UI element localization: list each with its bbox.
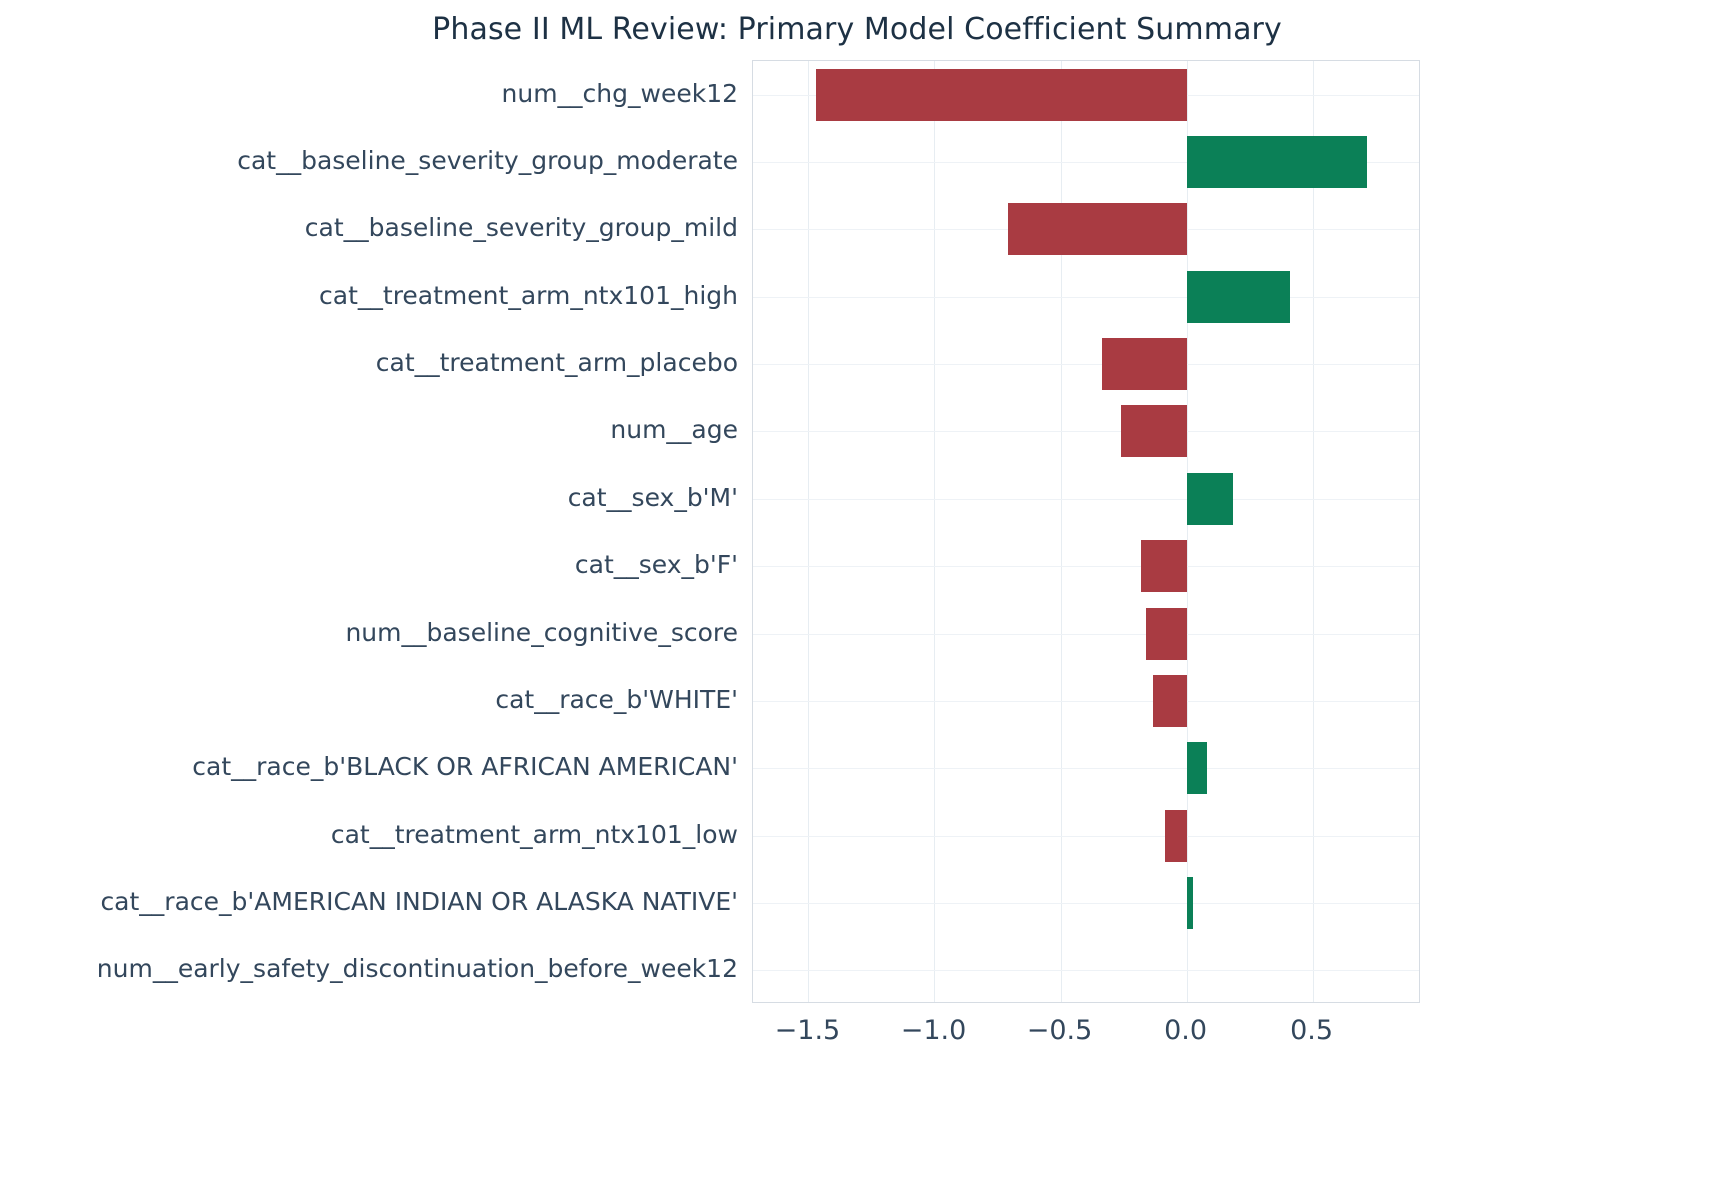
y-tick-label: cat__race_b'WHITE' [495, 684, 738, 714]
bar [1165, 809, 1187, 862]
bar-series [753, 61, 1419, 1002]
bar [1121, 405, 1187, 458]
y-tick-label: num__age [610, 415, 738, 445]
y-gridline [753, 835, 1419, 837]
bar [1102, 338, 1187, 391]
bar [1146, 607, 1187, 660]
bar [1186, 876, 1193, 929]
bar [1152, 674, 1187, 727]
x-gridline [1186, 61, 1188, 1002]
y-axis-tick-labels: num__chg_week12 cat__baseline_severity_gr… [0, 60, 738, 1003]
y-gridline [753, 364, 1419, 366]
y-tick-label: cat__treatment_arm_ntx101_low [330, 819, 738, 849]
y-gridline [753, 902, 1419, 904]
bar [1186, 742, 1207, 795]
y-tick-label: num__baseline_cognitive_score [345, 617, 738, 647]
y-tick-label: num__early_safety_discontinuation_before… [96, 954, 738, 984]
x-gridline [934, 61, 936, 1002]
bar [1141, 540, 1187, 593]
y-tick-label: cat__sex_b'F' [574, 550, 738, 580]
y-tick-label: cat__baseline_severity_group_mild [304, 213, 738, 243]
y-tick-label: cat__baseline_severity_group_moderate [237, 146, 738, 176]
y-gridline [753, 431, 1419, 433]
y-tick-label: num__chg_week12 [501, 78, 739, 108]
y-gridline [753, 700, 1419, 702]
y-tick-label: cat__treatment_arm_placebo [375, 348, 738, 378]
bar [1186, 136, 1367, 189]
plot-area [752, 60, 1420, 1003]
x-tick-label: −1.5 [774, 1015, 841, 1046]
x-gridline [808, 61, 810, 1002]
y-gridline [753, 296, 1419, 298]
x-tick-label: −0.5 [1026, 1015, 1093, 1046]
page-title: Phase II ML Review: Primary Model Coeffi… [432, 12, 1282, 47]
y-tick-label: cat__race_b'AMERICAN INDIAN OR ALASKA NA… [100, 886, 738, 916]
y-tick-label: cat__treatment_arm_ntx101_high [319, 280, 738, 310]
y-gridline [753, 768, 1419, 770]
y-gridline [753, 566, 1419, 568]
bar [1186, 270, 1290, 323]
y-gridline [753, 970, 1419, 972]
x-tick-label: −1.0 [900, 1015, 967, 1046]
bar [1186, 472, 1234, 525]
y-tick-label: cat__race_b'BLACK OR AFRICAN AMERICAN' [192, 752, 738, 782]
y-gridline [753, 498, 1419, 500]
bar [816, 68, 1187, 121]
x-gridline [1060, 61, 1062, 1002]
y-tick-label: cat__sex_b'M' [567, 482, 738, 512]
y-gridline [753, 633, 1419, 635]
x-tick-label: 0.5 [1290, 1015, 1334, 1046]
bar [1007, 203, 1187, 256]
y-gridline [753, 162, 1419, 164]
x-gridline [1312, 61, 1314, 1002]
x-axis-tick-labels: −1.5 −1.0 −0.5 0.0 0.5 [752, 1015, 1420, 1065]
x-tick-label: 0.0 [1164, 1015, 1208, 1046]
